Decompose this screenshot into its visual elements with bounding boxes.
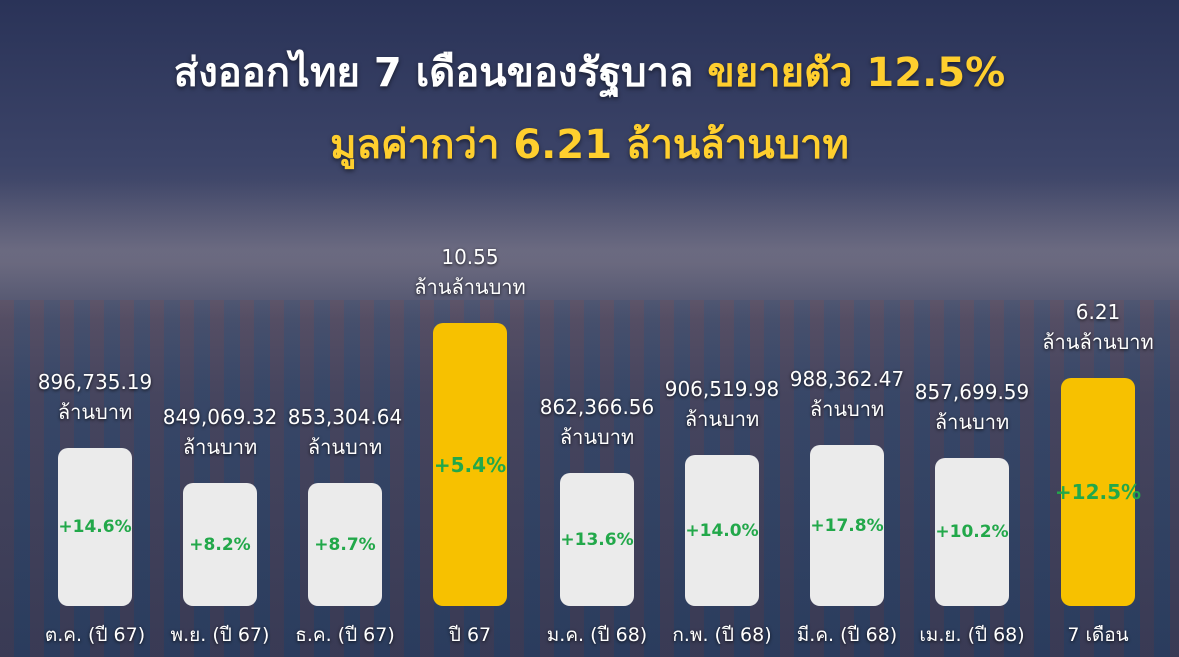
value-label: 849,069.32 [162, 405, 278, 429]
bar: +13.6% [560, 473, 634, 606]
unit-label: ล้านล้านบาท [414, 275, 526, 299]
period-label: 7 เดือน [1067, 624, 1129, 646]
value-label: 862,366.56 [539, 395, 655, 419]
value-label: 853,304.64 [287, 405, 403, 429]
period-label: พ.ย. (ปี 67) [170, 624, 270, 646]
period-label: เม.ย. (ปี 68) [919, 624, 1025, 646]
unit-label: ล้านบาท [559, 425, 635, 449]
unit-label: ล้านบาท [809, 397, 885, 421]
period-label: ปี 67 [448, 624, 492, 646]
value-label: 896,735.19 [37, 370, 153, 394]
period-label: ธ.ค. (ปี 67) [295, 624, 395, 646]
title-line-1: ส่งออกไทย 7 เดือนของรัฐบาล ขยายตัว 12.5% [0, 40, 1179, 104]
bar: +8.7% [308, 483, 382, 606]
bar: +12.5% [1055, 378, 1141, 606]
unit-label: ล้านบาท [307, 435, 383, 459]
unit-label: ล้านบาท [684, 407, 760, 431]
background-haze [0, 180, 1179, 320]
period-label: ก.พ. (ปี 68) [672, 624, 772, 646]
bar: +14.6% [58, 448, 132, 606]
bar: +14.0% [685, 455, 759, 606]
title-text: ส่งออกไทย 7 เดือนของรัฐบาล [173, 50, 694, 96]
value-label: 6.21 [1075, 300, 1121, 324]
bar: +17.8% [810, 445, 884, 606]
unit-label: ล้านบาท [57, 400, 133, 424]
unit-label: ล้านบาท [934, 410, 1010, 434]
period-label: ม.ค. (ปี 68) [546, 624, 648, 646]
unit-label: ล้านบาท [182, 435, 258, 459]
value-label: 906,519.98 [664, 377, 780, 401]
value-label: 988,362.47 [789, 367, 905, 391]
period-label: มี.ค. (ปี 68) [796, 624, 898, 646]
title-highlight: ขยายตัว 12.5% [707, 50, 1006, 96]
bar: +5.4% [433, 323, 507, 606]
value-label: 10.55 [441, 245, 499, 269]
period-label: ต.ค. (ปี 67) [44, 624, 146, 646]
bar: +10.2% [935, 458, 1009, 606]
bar: +8.2% [183, 483, 257, 606]
title-line-2: มูลค่ากว่า 6.21 ล้านล้านบาท [330, 122, 849, 168]
value-label: 857,699.59 [914, 380, 1030, 404]
unit-label: ล้านล้านบาท [1042, 330, 1154, 354]
